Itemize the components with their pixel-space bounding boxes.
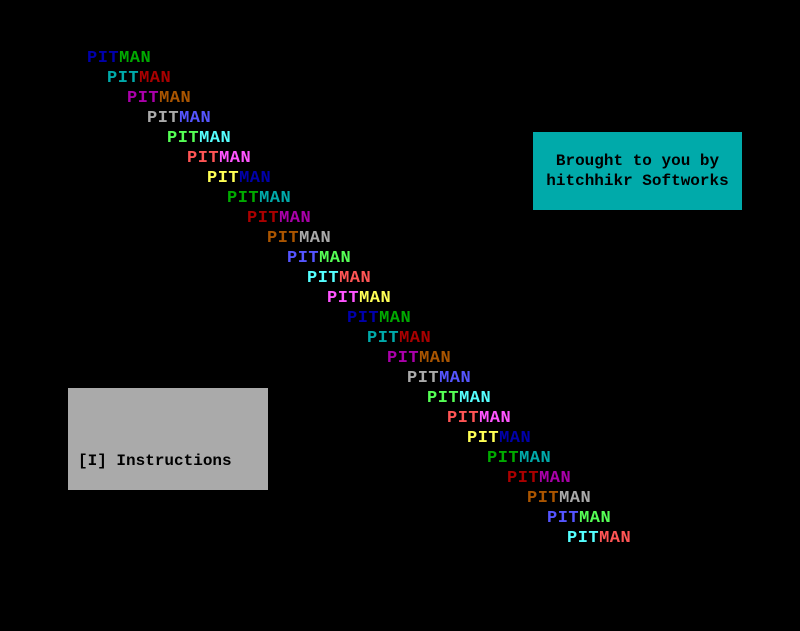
- pitman-word-pit: PIT: [167, 129, 200, 148]
- pitman-word-pit: PIT: [487, 449, 520, 468]
- pitman-word-pit: PIT: [87, 49, 120, 68]
- pitman-logo-row-9: PITMAN: [247, 209, 312, 228]
- pitman-word-man: MAN: [339, 269, 372, 288]
- pitman-word-pit: PIT: [287, 249, 320, 268]
- pitman-logo-row-17: PITMAN: [407, 369, 472, 388]
- pitman-logo-row-3: PITMAN: [127, 89, 192, 108]
- main-menu: [I] Instructions [P] Play [S] Starting l…: [68, 388, 268, 590]
- pitman-word-man: MAN: [519, 449, 552, 468]
- pitman-word-pit: PIT: [567, 529, 600, 548]
- pitman-word-man: MAN: [419, 349, 452, 368]
- pitman-word-pit: PIT: [307, 269, 340, 288]
- pitman-word-pit: PIT: [347, 309, 380, 328]
- pitman-word-man: MAN: [599, 529, 632, 548]
- pitman-logo-row-12: PITMAN: [307, 269, 372, 288]
- pitman-word-man: MAN: [359, 289, 392, 308]
- pitman-word-pit: PIT: [147, 109, 180, 128]
- pitman-word-man: MAN: [279, 209, 312, 228]
- pitman-word-pit: PIT: [207, 169, 240, 188]
- pitman-word-pit: PIT: [387, 349, 420, 368]
- pitman-word-pit: PIT: [547, 509, 580, 528]
- pitman-logo-row-8: PITMAN: [227, 189, 292, 208]
- pitman-word-man: MAN: [539, 469, 572, 488]
- pitman-logo-row-13: PITMAN: [327, 289, 392, 308]
- pitman-logo-row-2: PITMAN: [107, 69, 172, 88]
- pitman-logo-row-10: PITMAN: [267, 229, 332, 248]
- pitman-logo-row-14: PITMAN: [347, 309, 412, 328]
- menu-item-instructions[interactable]: [I] Instructions: [78, 452, 232, 470]
- pitman-word-pit: PIT: [187, 149, 220, 168]
- pitman-logo-row-22: PITMAN: [507, 469, 572, 488]
- pitman-word-pit: PIT: [447, 409, 480, 428]
- pitman-word-pit: PIT: [327, 289, 360, 308]
- pitman-logo-row-18: PITMAN: [427, 389, 492, 408]
- pitman-word-man: MAN: [459, 389, 492, 408]
- pitman-word-pit: PIT: [247, 209, 280, 228]
- pitman-word-man: MAN: [479, 409, 512, 428]
- pitman-logo-row-7: PITMAN: [207, 169, 272, 188]
- pitman-word-man: MAN: [199, 129, 232, 148]
- pitman-word-man: MAN: [139, 69, 172, 88]
- pitman-logo-row-23: PITMAN: [527, 489, 592, 508]
- pitman-word-man: MAN: [559, 489, 592, 508]
- pitman-logo-row-24: PITMAN: [547, 509, 612, 528]
- pitman-logo-row-16: PITMAN: [387, 349, 452, 368]
- pitman-word-pit: PIT: [467, 429, 500, 448]
- pitman-word-man: MAN: [399, 329, 432, 348]
- pitman-word-man: MAN: [219, 149, 252, 168]
- pitman-word-pit: PIT: [127, 89, 160, 108]
- pitman-word-pit: PIT: [107, 69, 140, 88]
- pitman-word-man: MAN: [259, 189, 292, 208]
- pitman-word-man: MAN: [299, 229, 332, 248]
- pitman-word-pit: PIT: [407, 369, 440, 388]
- pitman-word-pit: PIT: [267, 229, 300, 248]
- pitman-word-man: MAN: [119, 49, 152, 68]
- pitman-word-pit: PIT: [527, 489, 560, 508]
- pitman-logo-row-25: PITMAN: [567, 529, 632, 548]
- pitman-word-pit: PIT: [427, 389, 460, 408]
- pitman-logo-row-21: PITMAN: [487, 449, 552, 468]
- menu-item-starting-level[interactable]: [S] Starting level: [78, 572, 251, 590]
- game-title-screen: PITMAN PITMAN PITMAN PITMAN PITMAN PITMAN PITM…: [68, 49, 742, 590]
- pitman-logo-row-1: PITMAN: [87, 49, 152, 68]
- pitman-logo-row-4: PITMAN: [147, 109, 212, 128]
- pitman-word-man: MAN: [239, 169, 272, 188]
- pitman-logo-row-11: PITMAN: [287, 249, 352, 268]
- pitman-logo-row-6: PITMAN: [187, 149, 252, 168]
- credit-line-2: hitchhikr Softworks: [546, 172, 729, 190]
- pitman-logo-row-20: PITMAN: [467, 429, 532, 448]
- pitman-logo-row-19: PITMAN: [447, 409, 512, 428]
- pitman-word-man: MAN: [159, 89, 192, 108]
- pitman-word-man: MAN: [499, 429, 532, 448]
- pitman-word-pit: PIT: [507, 469, 540, 488]
- pitman-word-man: MAN: [579, 509, 612, 528]
- credit-box: Brought to you by hitchhikr Softworks: [533, 132, 742, 210]
- pitman-word-man: MAN: [439, 369, 472, 388]
- pitman-word-man: MAN: [379, 309, 412, 328]
- pitman-word-man: MAN: [179, 109, 212, 128]
- pitman-word-pit: PIT: [367, 329, 400, 348]
- pitman-word-pit: PIT: [227, 189, 260, 208]
- pitman-logo-row-5: PITMAN: [167, 129, 232, 148]
- credit-line-1: Brought to you by: [555, 152, 720, 170]
- menu-item-play[interactable]: [P] Play: [78, 512, 155, 530]
- pitman-word-man: MAN: [319, 249, 352, 268]
- pitman-logo-row-15: PITMAN: [367, 329, 432, 348]
